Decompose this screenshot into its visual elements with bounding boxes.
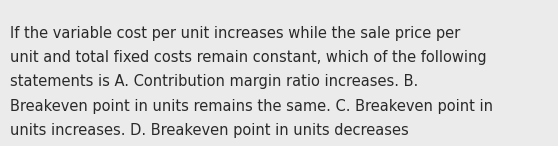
Text: units increases. D. Breakeven point in units decreases: units increases. D. Breakeven point in u… bbox=[10, 123, 409, 138]
Text: unit and total fixed costs remain constant, which of the following: unit and total fixed costs remain consta… bbox=[10, 50, 487, 65]
Text: If the variable cost per unit increases while the sale price per: If the variable cost per unit increases … bbox=[10, 26, 460, 41]
Text: Breakeven point in units remains the same. C. Breakeven point in: Breakeven point in units remains the sam… bbox=[10, 99, 493, 114]
Text: statements is A. Contribution margin ratio increases. B.: statements is A. Contribution margin rat… bbox=[10, 74, 418, 89]
